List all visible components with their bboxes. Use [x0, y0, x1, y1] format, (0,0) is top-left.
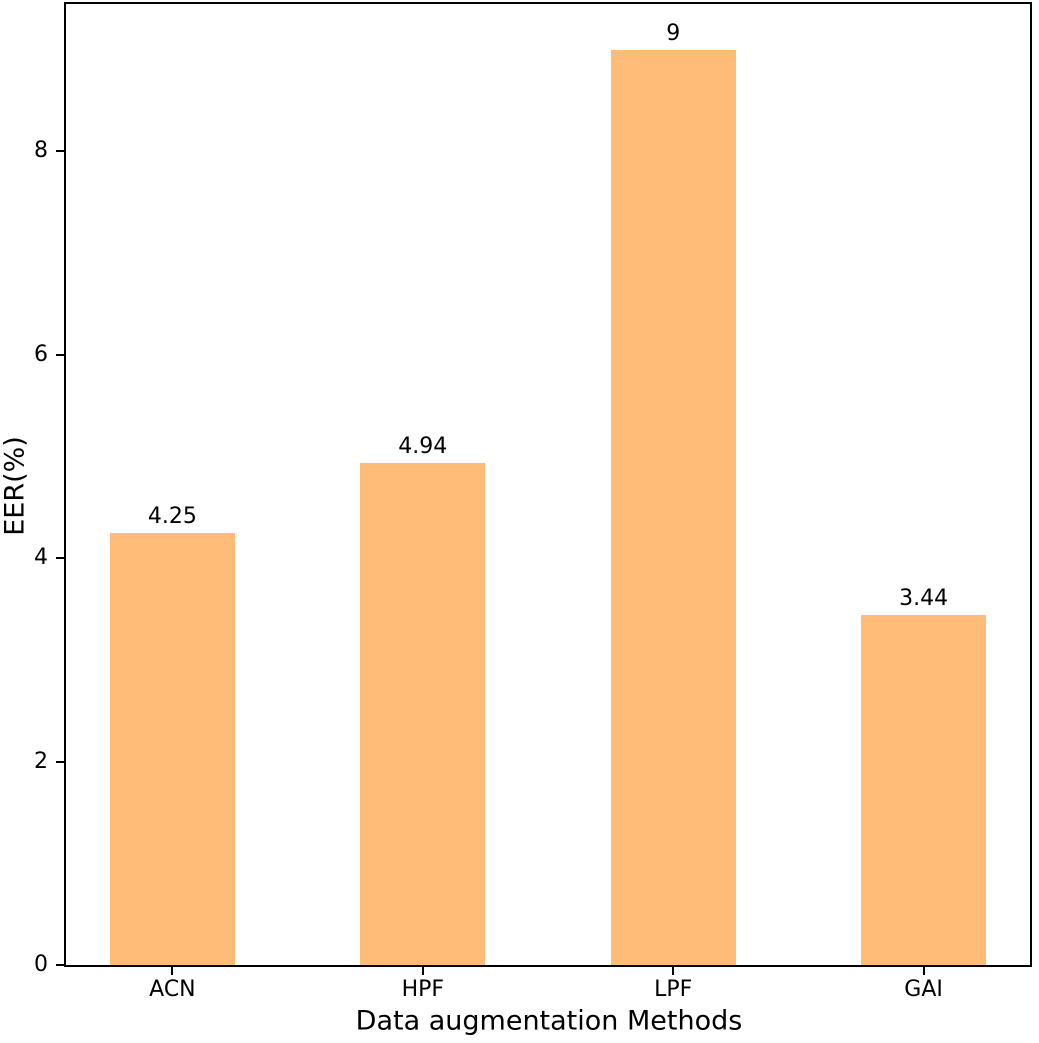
bar-gai — [860, 615, 987, 965]
y-tick-mark — [56, 353, 64, 356]
x-tick-mark — [922, 967, 925, 975]
y-tick-mark — [56, 964, 64, 966]
x-tick-mark — [171, 967, 174, 975]
x-tick-label: LPF — [654, 977, 693, 1002]
x-tick-label: ACN — [149, 977, 196, 1002]
y-tick-mark — [56, 760, 64, 763]
y-tick-label: 8 — [34, 138, 48, 164]
bar-value-label: 3.44 — [899, 586, 949, 612]
y-tick-mark — [56, 150, 64, 153]
bar-value-label: 4.25 — [147, 503, 197, 529]
bar-value-label: 9 — [666, 20, 681, 46]
bar-value-label: 4.94 — [398, 433, 448, 459]
x-tick-label: GAI — [904, 977, 943, 1002]
x-tick-mark — [421, 967, 424, 975]
y-axis-label: EER(%) — [0, 436, 31, 536]
y-tick-label: 2 — [34, 748, 48, 774]
y-tick-mark — [56, 557, 64, 560]
y-tick-label: 0 — [34, 952, 48, 977]
bar-acn — [109, 532, 235, 965]
x-tick-mark — [672, 967, 675, 975]
bar-hpf — [360, 462, 486, 965]
x-axis-label: Data augmentation Methods — [355, 1005, 743, 1037]
y-tick-label: 4 — [34, 545, 48, 571]
bar-lpf — [610, 49, 736, 965]
x-tick-label: HPF — [401, 977, 445, 1002]
y-tick-label: 6 — [34, 341, 48, 367]
